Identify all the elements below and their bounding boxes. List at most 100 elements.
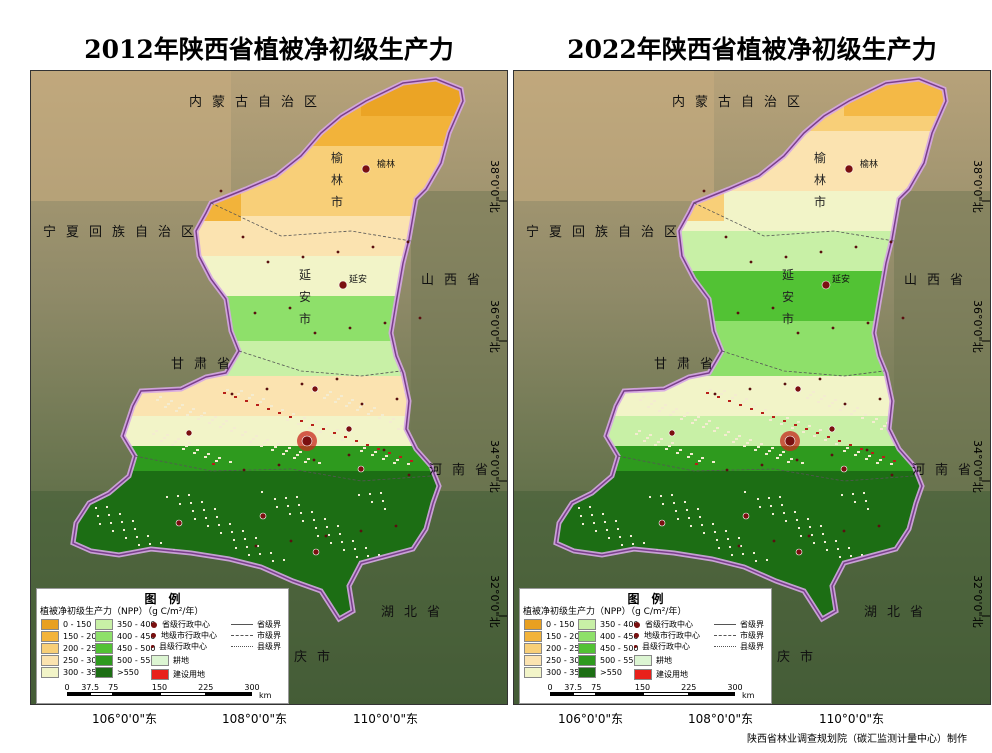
land-speck: [695, 463, 698, 465]
land-speck: [205, 517, 207, 519]
city-center-point: [312, 548, 320, 556]
land-speck: [746, 442, 749, 444]
land-speck: [809, 394, 812, 396]
land-speck: [676, 452, 679, 454]
land-speck: [175, 410, 178, 412]
land-speck: [233, 539, 235, 541]
land-speck: [647, 406, 650, 408]
land-speck: [382, 500, 384, 502]
land-speck: [274, 446, 277, 448]
legend-class-item: 250 - 300: [41, 655, 102, 666]
city-center-point: [742, 512, 750, 520]
region-label-henan: 河南省: [912, 463, 982, 478]
land-speck: [260, 445, 263, 447]
lon-label-108: 108°0'0"东: [222, 712, 287, 726]
land-speck: [207, 453, 210, 455]
land-speck: [399, 456, 402, 458]
county-center-point: [866, 321, 870, 325]
county-center-point: [749, 260, 753, 264]
land-speck: [677, 518, 679, 520]
legend-symbol-dot: [151, 621, 157, 628]
land-speck: [712, 461, 715, 463]
land-speck: [665, 448, 668, 450]
legend-boundary-line: [231, 635, 253, 636]
county-center-point: [348, 326, 352, 330]
land-speck: [196, 449, 199, 451]
land-speck: [849, 444, 852, 446]
land-speck: [606, 529, 608, 531]
legend-swatch: [578, 667, 596, 678]
county-center-point: [831, 326, 835, 330]
legend-class-item: 300 - 350: [41, 667, 102, 678]
land-speck: [589, 506, 591, 508]
legend-symbol-item: 县级行政中心: [634, 641, 690, 652]
city-label-yulin: 市: [331, 195, 344, 209]
land-speck: [171, 444, 174, 446]
land-speck: [121, 521, 123, 523]
scale-tick-label: 300: [727, 683, 743, 692]
land-speck: [216, 516, 218, 518]
legend-class-label: 150 - 200: [546, 632, 585, 641]
legend-boundary-line: [714, 624, 736, 625]
land-speck: [123, 529, 125, 531]
scale-segment: [113, 692, 160, 696]
scale-tick-label: 75: [591, 683, 602, 692]
legend-title: 图 例: [627, 592, 664, 606]
terrain-east: [411, 191, 507, 491]
land-speck: [242, 530, 244, 532]
land-speck: [380, 492, 382, 494]
county-center-point: [289, 539, 293, 543]
land-speck: [660, 438, 663, 440]
legend-swatch: [41, 655, 59, 666]
credit-footer: 陕西省林业调查规划院（碳汇监测计量中心）制作: [747, 734, 967, 745]
county-center-point: [702, 189, 706, 193]
land-speck: [272, 560, 274, 562]
land-speck: [382, 458, 385, 460]
land-speck: [863, 492, 865, 494]
land-speck: [839, 409, 842, 411]
land-speck: [824, 541, 826, 543]
legend-symbol-dot: [634, 621, 640, 628]
legend-boundary-label: 市级界: [740, 631, 764, 640]
land-speck: [340, 395, 343, 397]
legend-class-label: 300 - 350: [63, 668, 102, 677]
legend-class-label: 0 - 150: [63, 620, 92, 629]
scale-segment: [573, 692, 597, 696]
land-speck: [289, 513, 291, 515]
legend-swatch: [578, 619, 596, 630]
panel-title: 2012年陕西省植被净初级生产力: [84, 35, 454, 64]
land-speck: [152, 433, 155, 435]
city-center-point: [794, 385, 802, 393]
land-speck: [277, 443, 280, 445]
land-speck: [271, 449, 274, 451]
land-speck: [725, 530, 727, 532]
land-speck: [857, 451, 860, 453]
county-center-point: [878, 397, 882, 401]
legend-swatch: [151, 655, 169, 666]
desert-area: [31, 71, 231, 201]
land-speck: [204, 456, 207, 458]
scale-bar: 0 37.5 75 150 225 300 km: [547, 683, 754, 702]
city-label-yanan: 延: [299, 268, 312, 282]
city-center-point: [345, 425, 353, 433]
land-speck: [619, 536, 621, 538]
legend-swatch: [524, 643, 542, 654]
legend-extra-item: 耕地: [634, 655, 672, 666]
scale-segment: [159, 692, 206, 696]
land-speck: [318, 462, 321, 464]
legend-class-label: 250 - 300: [63, 656, 102, 665]
land-speck: [761, 412, 764, 414]
land-speck: [683, 415, 686, 417]
city-label-yanan: 安: [299, 290, 312, 304]
land-speck: [259, 553, 261, 555]
scale-segment: [642, 692, 689, 696]
city-center-point: [361, 164, 371, 174]
legend-symbol-item: 地级市行政中心: [634, 630, 700, 641]
land-speck: [595, 530, 597, 532]
land-speck: [731, 554, 733, 556]
legend-symbol-item: 地级市行政中心: [151, 630, 217, 641]
city-label-yanan: 延: [782, 268, 795, 282]
land-speck: [360, 450, 363, 452]
scale-segment: [67, 692, 91, 696]
county-center-point: [324, 534, 328, 538]
